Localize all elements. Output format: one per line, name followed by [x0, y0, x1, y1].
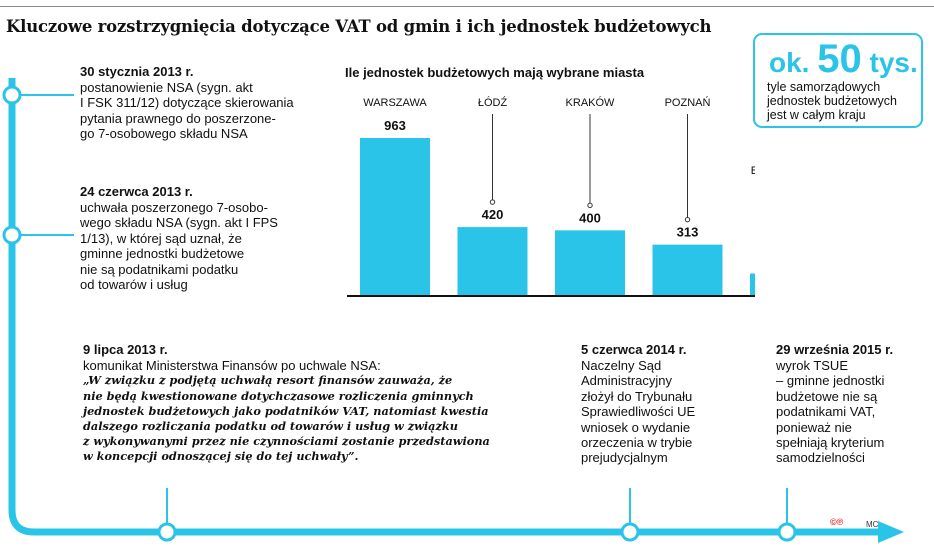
category-label: BYDGOSZCZ — [751, 165, 755, 177]
event-line: nie są podatnikami podatku — [80, 261, 239, 277]
timeline-marker — [777, 522, 797, 542]
event-line: – gminne jednostki — [776, 373, 885, 389]
event-line: orzeczenia w trybie — [581, 435, 693, 451]
event-line: Naczelny Sąd — [581, 358, 662, 373]
event-line: złożył do Trybunału — [581, 388, 693, 404]
stat-line: jednostek budżetowych — [767, 94, 897, 108]
value-label: 963 — [384, 118, 406, 133]
stat-headline: ok. 50 tys. — [769, 37, 918, 82]
event-line: uchwała poszerzonego 7-osobo- — [80, 200, 268, 215]
event-text: wyrok TSUE – gminne jednostki budżetowe … — [776, 358, 893, 466]
quote-line: w koncepcji odnoszącej się do tej uchwał… — [83, 449, 359, 464]
bar-chart: WARSZAWA 963 ŁÓDŹ 420 KRAKÓW 400 POZNAŃ 313 BYDG… — [347, 96, 755, 297]
event-line: budżetowe nie są — [776, 388, 878, 404]
event-line: wniosek o wydanie — [581, 419, 691, 435]
value-label: 400 — [579, 210, 601, 225]
event-date: 5 czerwca 2014 r. — [581, 342, 687, 357]
value-label: 420 — [482, 207, 504, 222]
leader-dot — [587, 202, 593, 209]
event-line: od towarów i usług — [80, 277, 188, 293]
bar — [652, 244, 723, 296]
quote-line: nie będą kwestionowane dotychczasowe roz… — [83, 388, 474, 403]
bar — [555, 230, 625, 296]
event-line: Sprawiedliwości UE — [581, 404, 696, 420]
event-text: Naczelny Sąd Administracyjny złożył do T… — [581, 358, 695, 466]
publisher-logo: ©℗ — [830, 517, 844, 527]
category-label: ŁÓDŹ — [478, 96, 508, 109]
stat-line: jest w całym kraju — [767, 108, 866, 122]
category-label: POZNAŃ — [665, 96, 711, 109]
event-2015-09-29: 29 września 2015 r. wyrok TSUE – gminne … — [776, 342, 893, 466]
event-date: 29 września 2015 r. — [776, 342, 894, 357]
chart-title: Ile jednostek budżetowych mają wybrane m… — [345, 65, 645, 80]
stat-number: 50 — [817, 37, 862, 81]
event-intro: komunikat Ministerstwa Finansów po uchwa… — [83, 358, 381, 373]
category-label: WARSZAWA — [363, 97, 427, 109]
event-line: wego składu NSA (sygn. akt I FPS — [80, 215, 278, 231]
timeline-marker — [2, 225, 22, 245]
event-date: 24 czerwca 2013 r. — [80, 184, 193, 199]
event-line: postanowienie NSA (sygn. akt — [80, 80, 253, 95]
event-date: 30 stycznia 2013 r. — [80, 64, 194, 79]
value-label: 313 — [677, 225, 699, 240]
event-2013-01-30: 30 stycznia 2013 r. postanowienie NSA (s… — [80, 64, 294, 142]
quote-line: z wykonywanymi przez nie czynnościami zo… — [83, 434, 490, 449]
timeline-arrow-icon — [878, 521, 904, 543]
bar — [457, 227, 528, 296]
event-line: samodzielności — [776, 450, 865, 466]
event-line: spełniają kryterium — [776, 435, 885, 451]
leader-dot — [489, 199, 496, 205]
event-2014-06-05: 5 czerwca 2014 r. Naczelny Sąd Administr… — [581, 342, 695, 466]
top-rule — [0, 6, 934, 7]
stat-prefix: ok. — [769, 47, 810, 78]
event-line: prejudycjalnym — [581, 450, 668, 466]
quote-line: „W związku z podjętą uchwałą resort fina… — [83, 373, 453, 388]
stat-suffix: tys. — [869, 47, 918, 78]
event-text: postanowienie NSA (sygn. akt I FSK 311/1… — [80, 80, 294, 142]
stat-box: ok. 50 tys. tyle samorządowych jednostek… — [753, 33, 923, 128]
event-line: 1/13), w której sąd uznał, że — [80, 230, 242, 246]
event-2013-06-24: 24 czerwca 2013 r. uchwała poszerzonego … — [80, 184, 278, 292]
event-quote: „W związku z podjętą uchwałą resort fina… — [83, 373, 490, 464]
event-line: go 7-osobowego składu NSA — [80, 126, 248, 142]
event-line: wyrok TSUE — [776, 358, 848, 373]
quote-line: dalszego rozliczania podatku od towarów … — [83, 419, 458, 434]
event-line: ponieważ nie — [776, 419, 852, 435]
event-2013-07-09: 9 lipca 2013 r. komunikat Ministerstwa F… — [83, 342, 490, 465]
stat-line: tyle samorządowych — [767, 80, 881, 94]
timeline-marker — [157, 522, 177, 542]
timeline-marker — [620, 522, 640, 542]
leader-dot — [684, 216, 691, 223]
quote-line: jednostek budżetowych jako podatników VA… — [83, 403, 489, 418]
bar — [360, 138, 430, 296]
event-line: podatnikami VAT, — [776, 404, 876, 420]
bar — [750, 273, 755, 296]
timeline-marker — [2, 85, 22, 105]
event-line: gminne jednostki budżetowe — [80, 246, 245, 262]
event-date: 9 lipca 2013 r. — [83, 342, 168, 357]
event-line: pytania prawnego do poszerzone- — [80, 110, 276, 126]
category-label: KRAKÓW — [566, 96, 616, 109]
event-line: I FSK 311/12) dotyczące skierowania — [80, 95, 294, 111]
page-title: Kluczowe rozstrzygnięcia dotyczące VAT o… — [6, 17, 712, 36]
timeline-line — [8, 78, 885, 536]
event-text: uchwała poszerzonego 7-osobo- wego skład… — [80, 200, 278, 292]
stat-description: tyle samorządowych jednostek budżetowych… — [767, 80, 922, 122]
event-line: Administracyjny — [581, 373, 673, 389]
author-initials: MC — [866, 520, 879, 529]
